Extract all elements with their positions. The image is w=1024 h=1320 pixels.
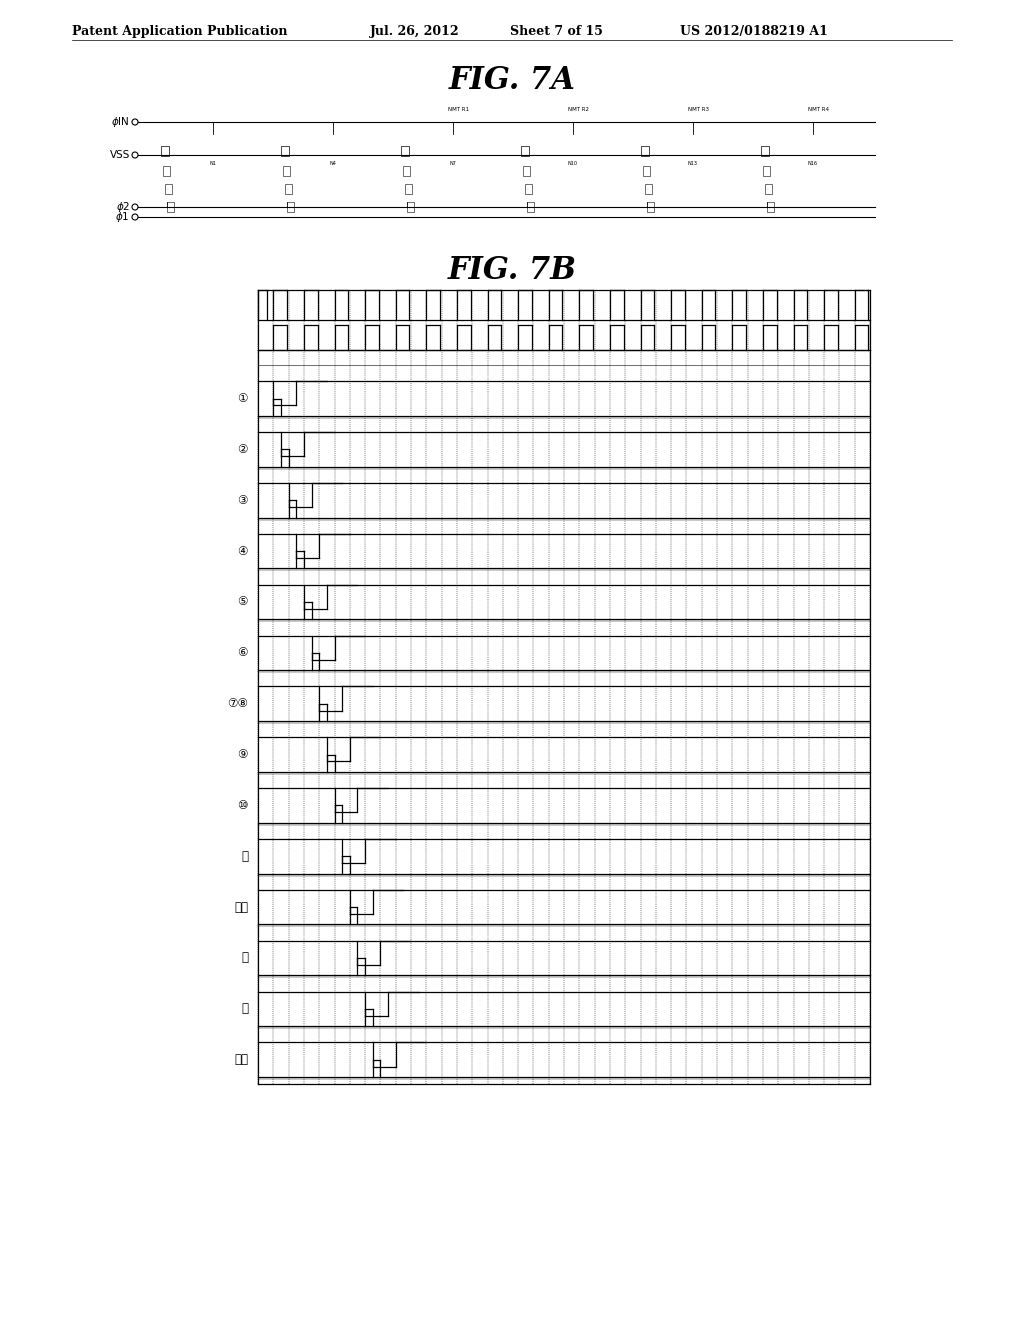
- Bar: [527, 202, 534, 213]
- Bar: [401, 147, 409, 156]
- Text: NMT R3: NMT R3: [688, 107, 710, 112]
- Bar: [643, 166, 650, 176]
- Bar: [525, 183, 532, 194]
- Text: ③: ③: [238, 494, 248, 507]
- Bar: [165, 183, 172, 194]
- Bar: [645, 183, 652, 194]
- Bar: [647, 202, 654, 213]
- Text: N1: N1: [210, 161, 216, 166]
- Text: N7: N7: [450, 161, 457, 166]
- Text: ⑤: ⑤: [238, 595, 248, 609]
- Text: $\phi$1: $\phi$1: [116, 210, 130, 224]
- Text: FIG. 7B: FIG. 7B: [447, 255, 577, 286]
- Bar: [403, 166, 410, 176]
- Text: VSS: VSS: [110, 150, 130, 160]
- Bar: [163, 166, 170, 176]
- Text: ⑨: ⑨: [238, 748, 248, 762]
- Text: $\phi$2: $\phi$2: [116, 201, 130, 214]
- Text: N10: N10: [568, 161, 578, 166]
- Bar: [761, 147, 769, 156]
- Text: NMT R1: NMT R1: [449, 107, 469, 112]
- Text: NMT R4: NMT R4: [808, 107, 829, 112]
- Text: ⑪: ⑪: [241, 850, 248, 863]
- Text: ②: ②: [238, 444, 248, 455]
- Text: ⑬: ⑬: [241, 952, 248, 965]
- Text: US 2012/0188219 A1: US 2012/0188219 A1: [680, 25, 827, 38]
- Bar: [161, 147, 169, 156]
- Text: N4: N4: [330, 161, 337, 166]
- Text: ⑫⑭: ⑫⑭: [234, 900, 248, 913]
- Text: N16: N16: [808, 161, 818, 166]
- Text: ⑮: ⑮: [241, 1002, 248, 1015]
- Text: ⑥: ⑥: [238, 647, 248, 659]
- Bar: [167, 202, 174, 213]
- Text: ⑩: ⑩: [238, 799, 248, 812]
- Text: Patent Application Publication: Patent Application Publication: [72, 25, 288, 38]
- Bar: [406, 183, 412, 194]
- Text: ④: ④: [238, 545, 248, 557]
- Text: N13: N13: [688, 161, 698, 166]
- Text: $\phi$IN: $\phi$IN: [112, 115, 130, 129]
- Text: Sheet 7 of 15: Sheet 7 of 15: [510, 25, 603, 38]
- Bar: [287, 202, 294, 213]
- Text: ⑯⑱: ⑯⑱: [234, 1053, 248, 1067]
- Bar: [641, 147, 649, 156]
- Text: ⑦⑧: ⑦⑧: [227, 697, 248, 710]
- Bar: [283, 166, 290, 176]
- Text: ①: ①: [238, 392, 248, 405]
- Bar: [765, 183, 772, 194]
- Bar: [407, 202, 414, 213]
- Text: NMT R2: NMT R2: [568, 107, 589, 112]
- Bar: [767, 202, 774, 213]
- Bar: [523, 166, 530, 176]
- Bar: [285, 183, 292, 194]
- Bar: [281, 147, 289, 156]
- Text: Jul. 26, 2012: Jul. 26, 2012: [370, 25, 460, 38]
- Bar: [521, 147, 529, 156]
- Bar: [763, 166, 770, 176]
- Text: FIG. 7A: FIG. 7A: [449, 65, 575, 96]
